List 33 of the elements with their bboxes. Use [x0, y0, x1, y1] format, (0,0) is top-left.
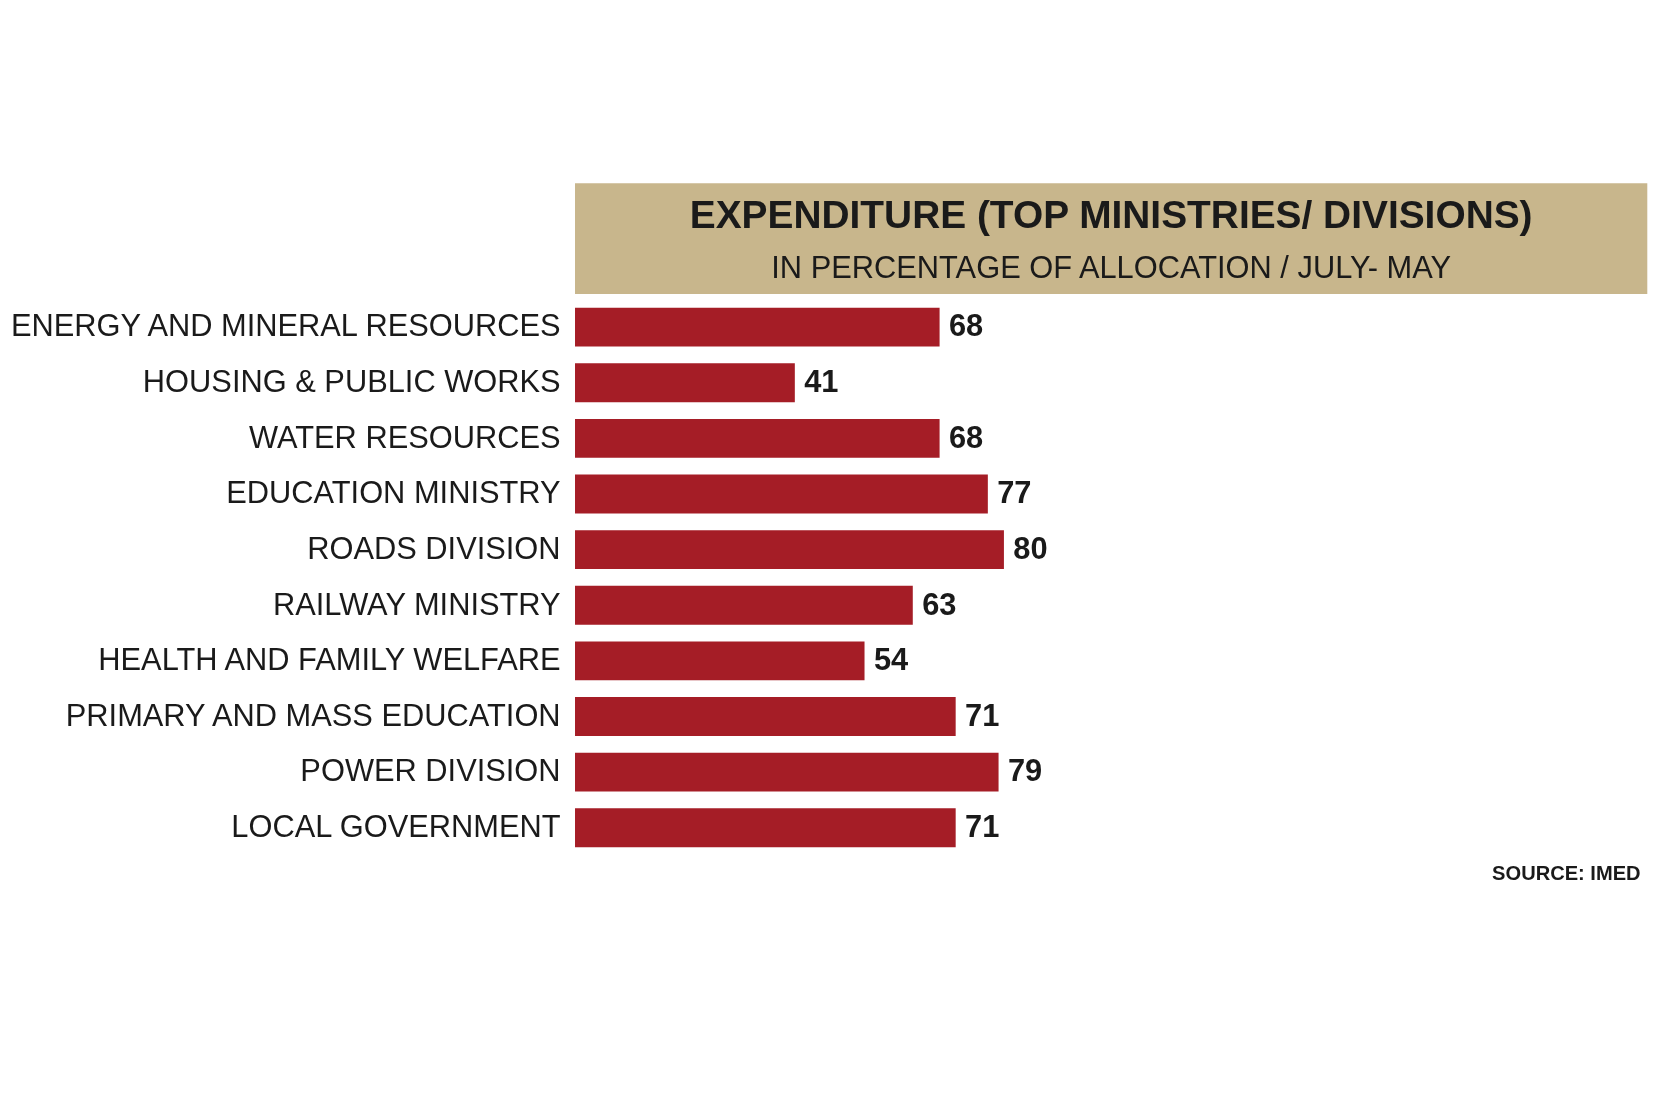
y-tick-label: LOCAL GOVERNMENT — [231, 809, 561, 845]
data-label: 71 — [965, 809, 1000, 845]
y-tick-label: WATER RESOURCES — [249, 419, 561, 455]
bar — [575, 585, 913, 625]
bar — [575, 752, 999, 792]
y-tick-label: HOUSING & PUBLIC WORKS — [142, 364, 561, 400]
data-label: 79 — [1007, 753, 1043, 789]
bar — [575, 418, 940, 458]
y-tick-label: EDUCATION MINISTRY — [226, 475, 561, 511]
bar — [575, 474, 988, 514]
bar — [575, 307, 940, 347]
y-tick-label: ENERGY AND MINERAL RESOURCES — [10, 308, 561, 344]
data-label: 41 — [804, 364, 839, 400]
data-label: 63 — [922, 586, 957, 622]
data-label: 68 — [948, 419, 984, 455]
data-label: 80 — [1013, 530, 1048, 566]
y-tick-label: ROADS DIVISION — [307, 530, 561, 566]
y-tick-label: RAILWAY MINISTRY — [272, 586, 561, 622]
bar — [575, 808, 956, 848]
text: IN PERCENTAGE OF ALLOCATION / JULY- MAY — [771, 250, 1452, 286]
data-label: 77 — [997, 475, 1032, 511]
y-tick-label: PRIMARY AND MASS EDUCATION — [65, 697, 561, 733]
y-tick-label: POWER DIVISION — [300, 753, 561, 789]
bar — [575, 530, 1004, 570]
data-label: 68 — [948, 308, 984, 344]
source-note: SOURCE: IMED — [1492, 862, 1641, 885]
bar — [575, 697, 956, 736]
data-label: 71 — [965, 697, 1000, 733]
bar — [575, 363, 795, 403]
bar — [575, 641, 865, 681]
data-label: 54 — [873, 642, 909, 678]
y-tick-label: HEALTH AND FAMILY WELFARE — [98, 642, 561, 678]
text: EXPENDITURE (TOP MINISTRIES/ DIVISIONS) — [689, 193, 1533, 237]
